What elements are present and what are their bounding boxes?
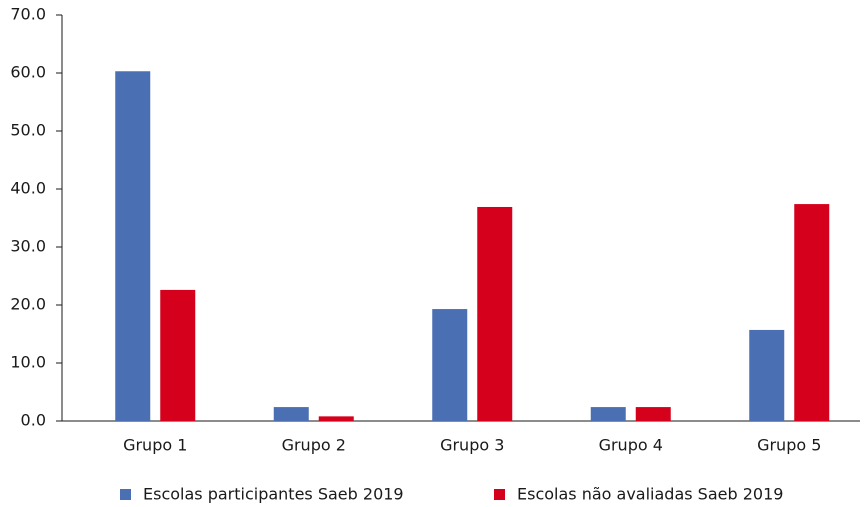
y-tick-label: 60.0 <box>10 63 46 82</box>
bar <box>749 329 785 421</box>
y-tick-label: 30.0 <box>10 237 46 256</box>
y-tick-label: 50.0 <box>10 121 46 140</box>
x-tick-label: Grupo 5 <box>757 436 821 455</box>
y-tick-label: 40.0 <box>10 179 46 198</box>
y-tick-label: 20.0 <box>10 295 46 314</box>
legend-label: Escolas participantes Saeb 2019 <box>143 485 404 504</box>
x-tick-label: Grupo 1 <box>123 436 187 455</box>
x-tick-label: Grupo 4 <box>599 436 663 455</box>
bar <box>273 407 309 421</box>
bar <box>160 289 196 421</box>
x-tick-label: Grupo 2 <box>282 436 346 455</box>
x-tick-label: Grupo 3 <box>440 436 504 455</box>
legend-label: Escolas não avaliadas Saeb 2019 <box>517 485 783 504</box>
bar <box>635 407 671 421</box>
y-tick-label: 0.0 <box>21 411 46 430</box>
bar <box>477 206 513 421</box>
legend-swatch <box>120 489 131 500</box>
bar <box>115 71 151 421</box>
bar <box>794 204 830 421</box>
bar <box>432 309 468 421</box>
y-tick-label: 70.0 <box>10 5 46 24</box>
y-tick-label: 10.0 <box>10 353 46 372</box>
bar <box>318 416 354 421</box>
legend-swatch <box>494 489 505 500</box>
bar <box>590 407 626 421</box>
